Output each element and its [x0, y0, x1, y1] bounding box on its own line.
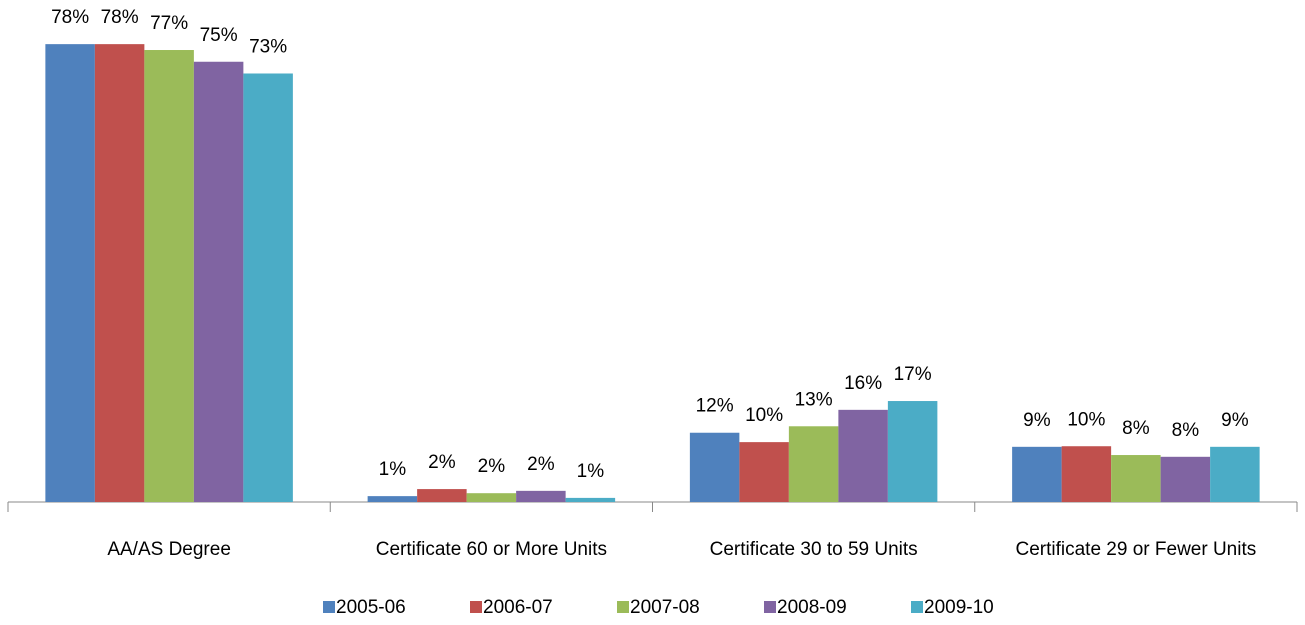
bar [1111, 455, 1161, 502]
bar [1210, 446, 1260, 502]
data-label: 2% [478, 456, 506, 477]
bar [94, 44, 145, 502]
data-label: 12% [696, 396, 734, 417]
bar [1012, 446, 1062, 502]
legend-swatch [911, 601, 923, 613]
x-tick-label: AA/AS Degree [107, 539, 231, 560]
bar [243, 73, 293, 503]
data-label: 75% [200, 25, 238, 46]
data-label: 10% [745, 405, 783, 426]
data-label: 16% [844, 373, 882, 394]
bar [193, 61, 244, 502]
legend-label: 2005-06 [336, 597, 406, 618]
data-label: 2% [527, 454, 555, 475]
data-label: 9% [1023, 410, 1051, 431]
data-label: 13% [795, 389, 833, 410]
bar [838, 409, 888, 502]
data-label: 1% [577, 461, 605, 482]
data-label: 2% [428, 452, 456, 473]
data-label: 73% [249, 37, 287, 58]
data-label: 1% [379, 459, 407, 480]
legend-swatch [617, 601, 629, 613]
bar [516, 490, 566, 502]
bar [466, 493, 517, 502]
x-tick-label: Certificate 29 or Fewer Units [1016, 539, 1257, 560]
bar [1160, 456, 1211, 502]
legend-swatch [764, 601, 776, 613]
x-tick-label: Certificate 60 or More Units [376, 539, 607, 560]
data-label: 8% [1122, 418, 1150, 439]
data-label: 9% [1221, 410, 1249, 431]
bar [739, 442, 789, 502]
data-label: 77% [150, 13, 188, 34]
bar [887, 401, 938, 502]
data-label: 8% [1172, 420, 1200, 441]
legend-label: 2008-09 [777, 597, 847, 618]
legend-label: 2009-10 [924, 597, 994, 618]
bar [788, 426, 839, 502]
data-label: 78% [101, 7, 139, 28]
legend-label: 2006-07 [483, 597, 553, 618]
data-label: 10% [1067, 409, 1105, 430]
legend-swatch [323, 601, 335, 613]
bar [45, 44, 95, 502]
data-label: 78% [51, 7, 89, 28]
bar [417, 489, 467, 502]
legend-swatch [470, 601, 482, 613]
data-label: 17% [894, 364, 932, 385]
x-tick-label: Certificate 30 to 59 Units [710, 539, 918, 560]
bar [1061, 446, 1112, 502]
bar [565, 497, 616, 502]
bar [689, 432, 740, 502]
bar [144, 50, 194, 502]
bar [367, 496, 418, 502]
legend-label: 2007-08 [630, 597, 700, 618]
